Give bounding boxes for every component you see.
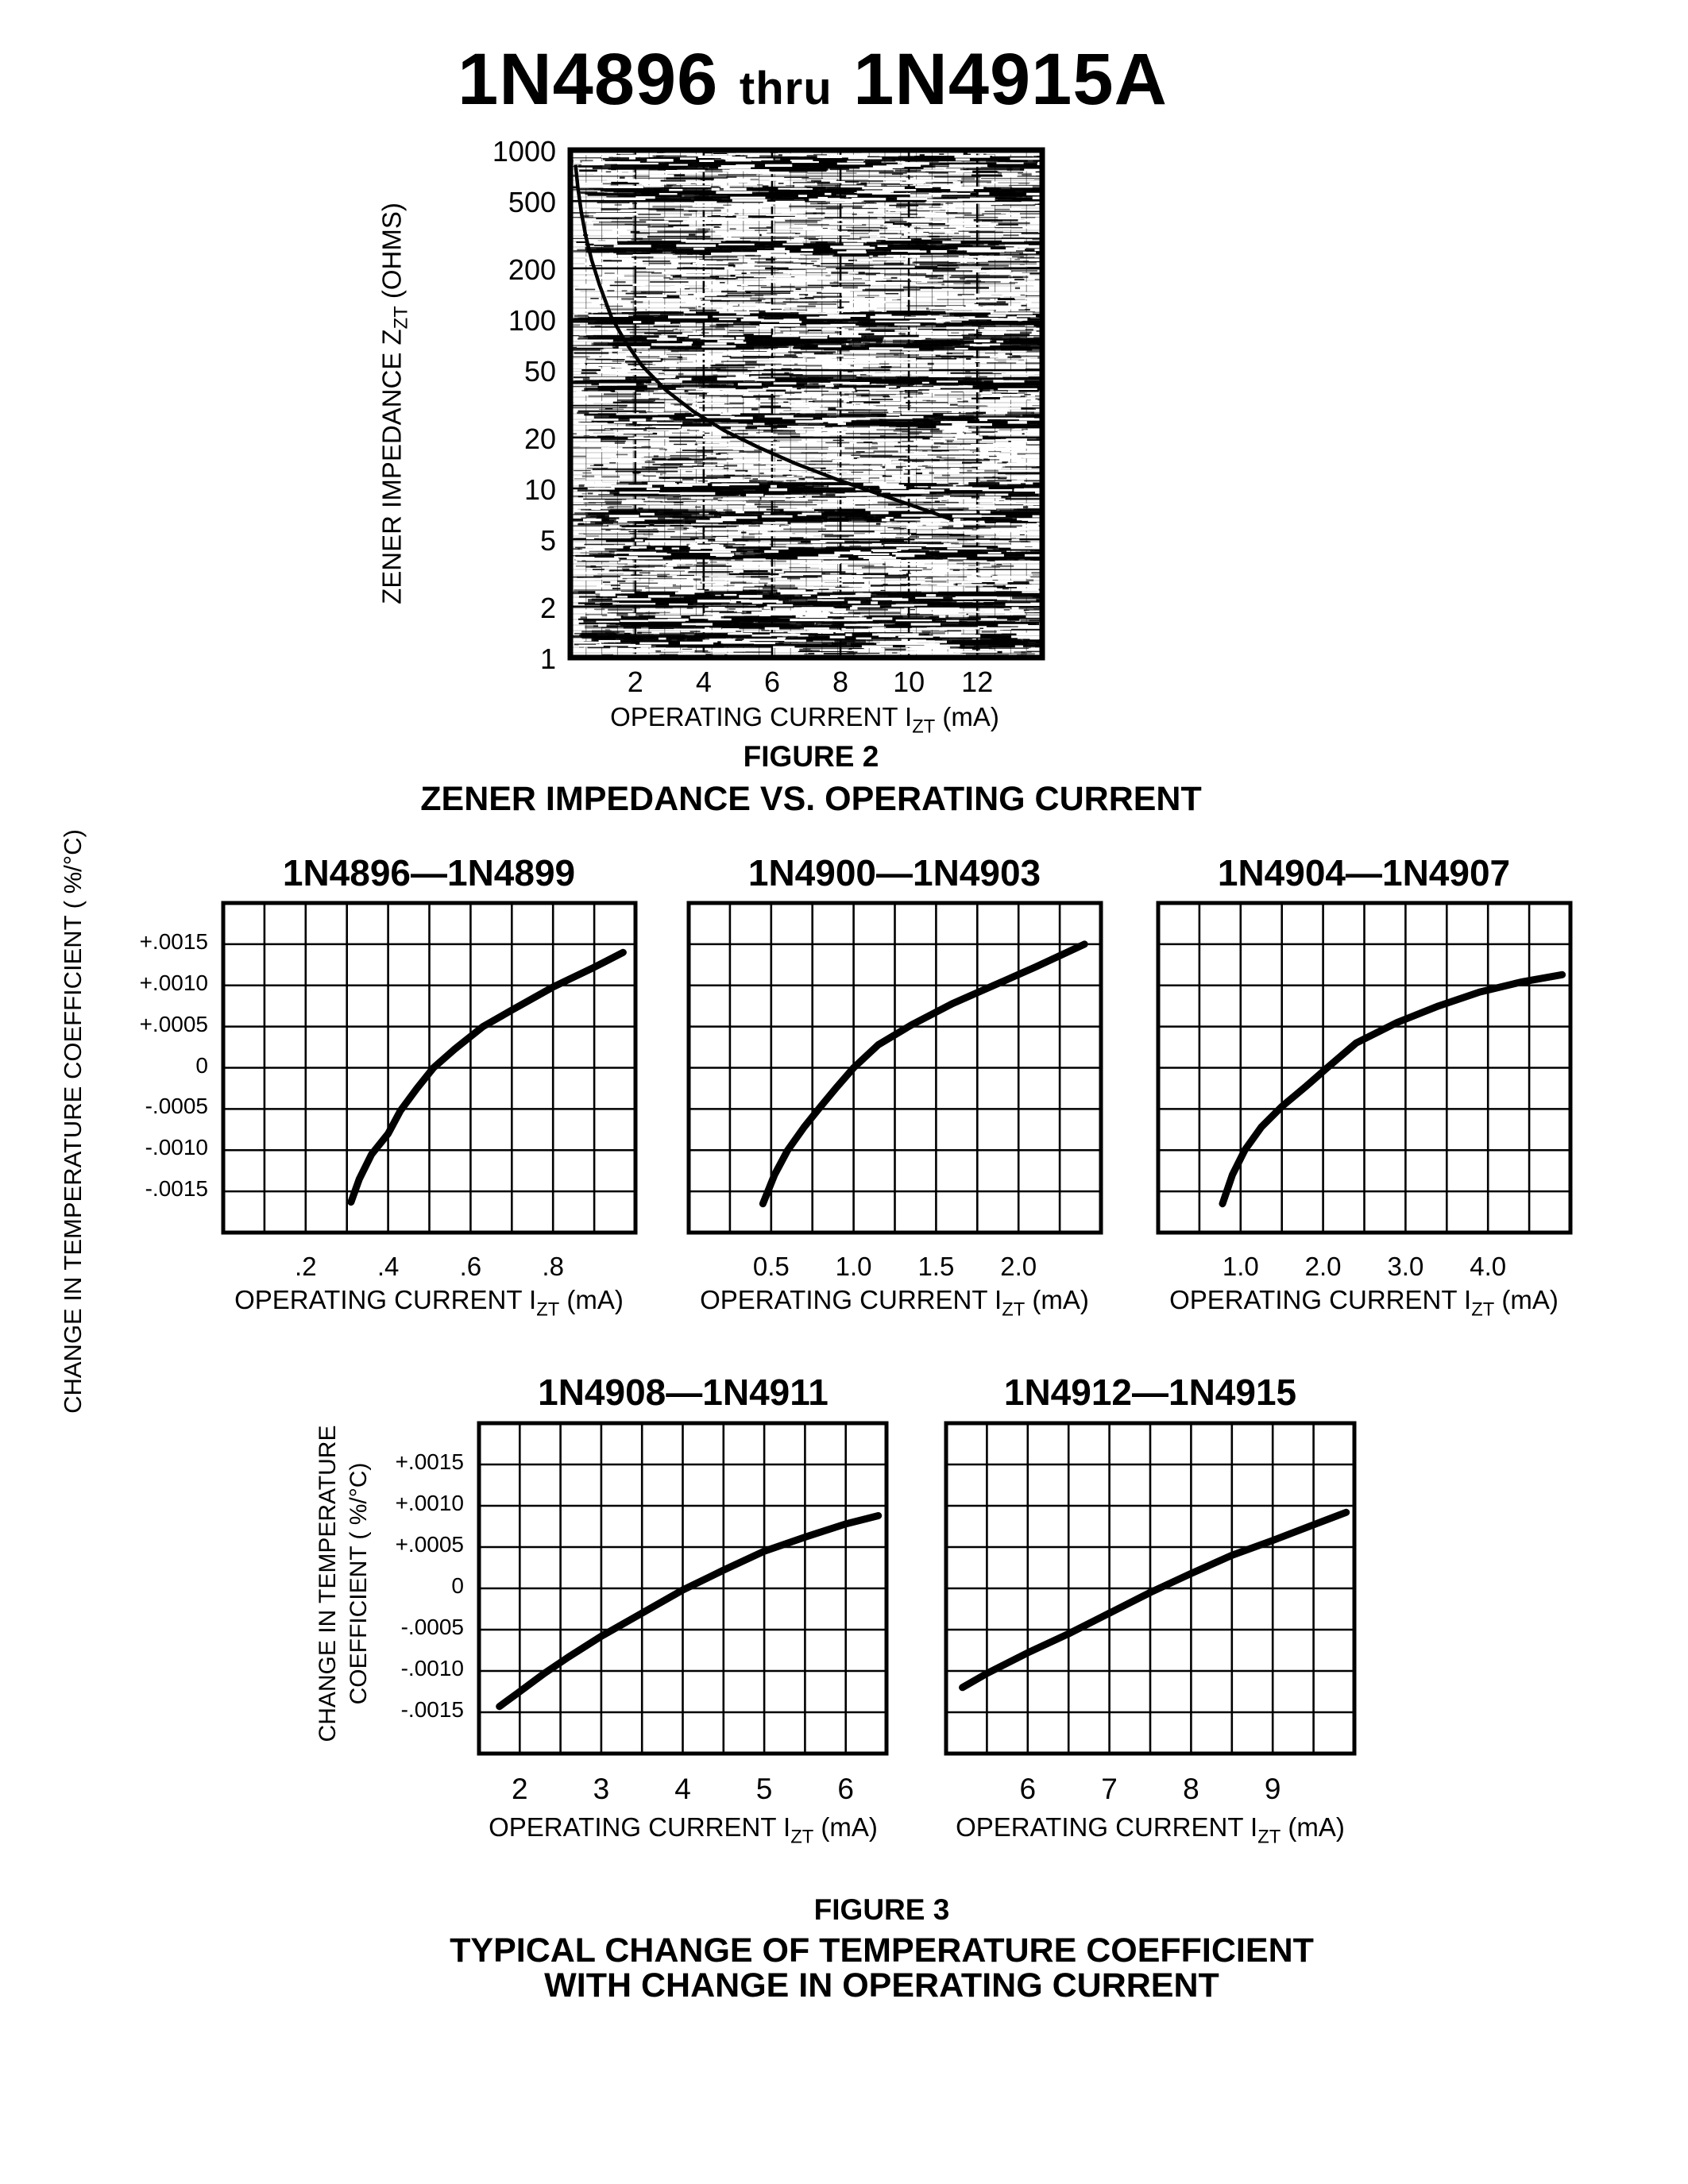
x-axis-title-tc5: OPERATING CURRENT IZT (mA) — [956, 1812, 1345, 1848]
x-tick-tc4-5: 5 — [755, 1773, 773, 1805]
page-title-part-left: 1N4896 — [458, 39, 719, 120]
y-tick-tc4--.0015: -.0015 — [400, 1697, 464, 1722]
x-tick-tc2-1.5: 1.5 — [917, 1252, 955, 1281]
chart-title-1n4900-1n4903: 1N4900—1N4903 — [747, 852, 1041, 893]
chart-title-1n4896-1n4899: 1N4896—1N4899 — [282, 852, 576, 893]
y-tick-tc1--.0005: -.0005 — [145, 1094, 208, 1119]
y-tick-tc1-0: 0 — [195, 1052, 208, 1078]
y-tick-tc4-+.0005: +.0005 — [395, 1532, 464, 1557]
x-axis-title-impedance: OPERATING CURRENT IZT (mA) — [610, 702, 999, 738]
chart-title-1n4912-1n4915: 1N4912—1N4915 — [1003, 1372, 1297, 1413]
x-tick-tc2-2.0: 2.0 — [1000, 1252, 1037, 1281]
page-title-part-right: 1N4915A — [853, 39, 1168, 120]
x-tick-impedance-10: 10 — [893, 666, 925, 698]
chart-tc3 — [1156, 901, 1573, 1235]
x-tick-tc4-3: 3 — [593, 1773, 610, 1805]
y-tick-impedance-50: 50 — [523, 355, 556, 388]
y-tick-tc1-+.0010: +.0010 — [139, 970, 208, 995]
figure2-y-axis-title-sub: ZT — [390, 306, 412, 330]
figure3-label: FIGURE 3 — [813, 1893, 950, 1926]
x-tick-tc3-4.0: 4.0 — [1470, 1252, 1507, 1281]
x-tick-tc1-.8: .8 — [542, 1252, 564, 1281]
x-tick-tc5-6: 6 — [1019, 1773, 1037, 1805]
x-tick-impedance-8: 8 — [832, 666, 849, 698]
x-tick-impedance-12: 12 — [961, 666, 994, 698]
curve-tc4 — [496, 1512, 883, 1711]
y-tick-tc1-+.0005: +.0005 — [139, 1011, 208, 1036]
y-tick-tc1--.0015: -.0015 — [145, 1176, 208, 1202]
chart-tc1 — [221, 901, 638, 1235]
y-tick-impedance-200: 200 — [508, 253, 556, 286]
x-tick-tc3-1.0: 1.0 — [1222, 1252, 1259, 1281]
x-tick-tc5-9: 9 — [1264, 1773, 1281, 1805]
figure3-caption-line2: WITH CHANGE IN OPERATING CURRENT — [544, 1966, 1219, 2005]
x-tick-tc2-1.0: 1.0 — [835, 1252, 872, 1281]
x-tick-tc4-4: 4 — [674, 1773, 691, 1805]
x-tick-tc4-6: 6 — [837, 1773, 854, 1805]
chart-tc5 — [944, 1421, 1357, 1756]
y-tick-tc4--.0010: -.0010 — [400, 1656, 464, 1680]
figure2-y-axis-title-post: (OHMS) — [377, 203, 407, 307]
x-tick-impedance-2: 2 — [627, 666, 643, 698]
y-tick-tc1-+.0015: +.0015 — [139, 928, 208, 954]
y-tick-tc4-+.0015: +.0015 — [395, 1449, 464, 1474]
x-axis-title-tc3: OPERATING CURRENT IZT (mA) — [1169, 1285, 1559, 1321]
x-tick-tc2-0.5: 0.5 — [752, 1252, 790, 1281]
figure2-caption: ZENER IMPEDANCE VS. OPERATING CURRENT — [420, 780, 1202, 818]
chart-title-1n4904-1n4907: 1N4904—1N4907 — [1217, 852, 1511, 893]
x-tick-tc1-.2: .2 — [295, 1252, 317, 1281]
y-tick-tc4-0: 0 — [451, 1573, 464, 1598]
curve-tc1 — [347, 948, 627, 1206]
y-tick-impedance-5: 5 — [539, 524, 556, 558]
y-tick-impedance-100: 100 — [508, 304, 556, 337]
chart-tc4 — [477, 1421, 889, 1756]
x-tick-tc5-7: 7 — [1101, 1773, 1118, 1805]
figure2-y-axis-title: ZENER IMPEDANCE ZZT (OHMS) — [377, 203, 412, 604]
x-axis-title-tc1: OPERATING CURRENT IZT (mA) — [234, 1285, 624, 1321]
page-title-part-thru: thru — [739, 63, 832, 114]
x-axis-title-tc4: OPERATING CURRENT IZT (mA) — [489, 1812, 878, 1848]
x-tick-tc4-2: 2 — [512, 1773, 528, 1805]
figure2-y-axis-title-pre: ZENER IMPEDANCE Z — [377, 329, 407, 604]
chart-tc2 — [686, 901, 1103, 1235]
figure2-label: FIGURE 2 — [743, 740, 879, 773]
chart-impedance — [567, 147, 1045, 661]
curve-tc2 — [759, 940, 1088, 1208]
chart-title-1n4908-1n4911: 1N4908—1N4911 — [538, 1372, 829, 1413]
y-tick-tc4--.0005: -.0005 — [400, 1615, 464, 1639]
figure3-shared-y-axis-title: CHANGE IN TEMPERATURE COEFFICIENT ( %/°C… — [59, 829, 87, 1414]
y-tick-impedance-20: 20 — [523, 422, 556, 455]
x-tick-tc5-8: 8 — [1183, 1773, 1199, 1805]
x-tick-impedance-4: 4 — [695, 666, 712, 698]
x-tick-tc3-2.0: 2.0 — [1304, 1252, 1342, 1281]
figure3-caption-line1: TYPICAL CHANGE OF TEMPERATURE COEFFICIEN… — [450, 1931, 1314, 1970]
y-tick-impedance-500: 500 — [508, 186, 556, 219]
y-tick-tc1--.0010: -.0010 — [145, 1135, 208, 1160]
curve-impedance — [574, 164, 954, 522]
y-tick-impedance-2: 2 — [539, 591, 556, 624]
y-tick-impedance-1000: 1000 — [492, 135, 556, 168]
x-tick-tc1-.4: .4 — [377, 1252, 400, 1281]
x-axis-title-tc2: OPERATING CURRENT IZT (mA) — [700, 1285, 1089, 1321]
x-tick-tc3-3.0: 3.0 — [1387, 1252, 1424, 1281]
x-tick-tc1-.6: .6 — [459, 1252, 482, 1281]
y-tick-tc4-+.0010: +.0010 — [395, 1491, 464, 1515]
y-tick-impedance-10: 10 — [523, 473, 556, 506]
page-title: 1N4896 thru 1N4915A — [458, 38, 1168, 122]
x-tick-impedance-6: 6 — [763, 666, 780, 698]
curve-tc5 — [959, 1508, 1350, 1692]
y-tick-impedance-1: 1 — [539, 642, 556, 675]
curve-tc3 — [1219, 970, 1566, 1208]
